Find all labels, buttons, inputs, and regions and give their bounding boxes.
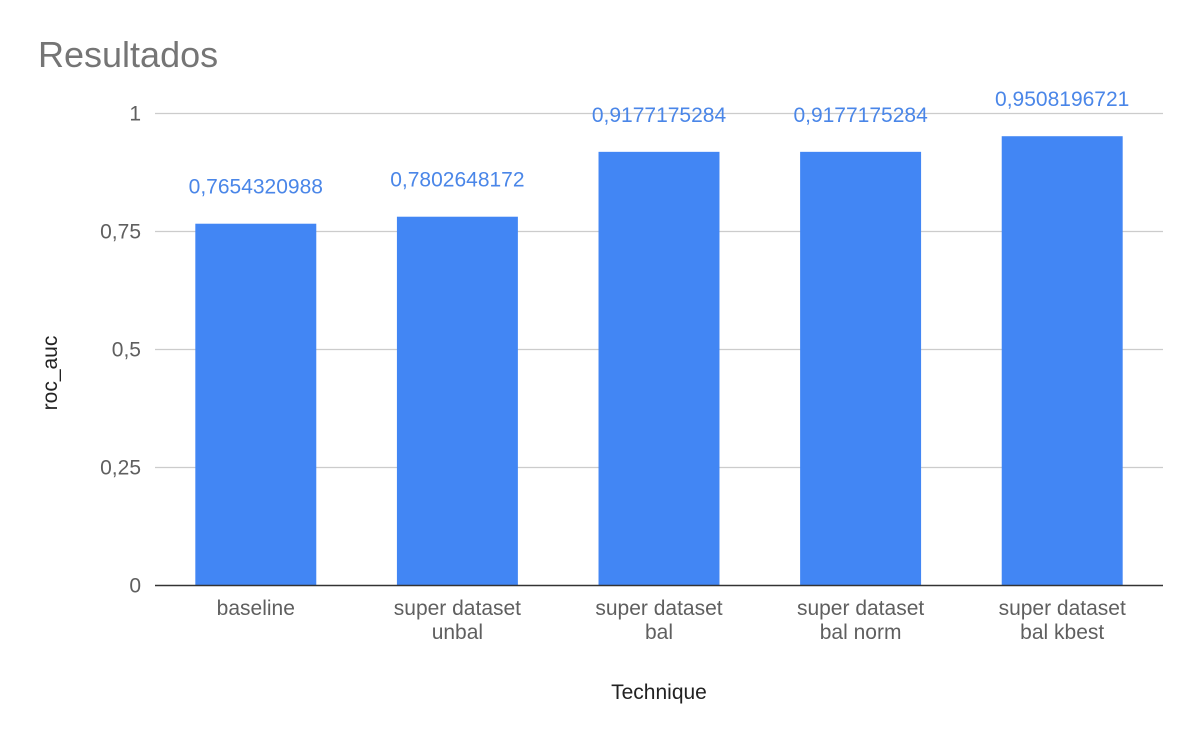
y-axis-title: roc_auc: [39, 336, 62, 411]
bars: [195, 136, 1123, 585]
data-label: 0,7802648172: [390, 169, 524, 192]
x-tick-label: super dataset bal norm: [797, 597, 924, 644]
y-tick-label: 0,25: [100, 457, 141, 480]
bar: [800, 151, 922, 585]
y-tick-labels: 0 0,25 0,5 0,75 1: [100, 103, 141, 598]
data-label: 0,7654320988: [189, 176, 323, 199]
y-tick-label: 0: [129, 575, 141, 598]
x-tick-label: super dataset bal kbest: [999, 597, 1126, 644]
x-tick-label: super dataset bal: [595, 597, 722, 644]
chart-title: Resultados: [38, 34, 219, 75]
data-label: 0,9177175284: [793, 104, 928, 127]
x-axis-title: Technique: [611, 681, 707, 704]
x-tick-labels: baseline super dataset unbal super dataset b…: [217, 597, 1126, 644]
y-tick-label: 0,5: [112, 339, 141, 362]
data-label: 0,9177175284: [592, 104, 727, 127]
y-tick-label: 1: [129, 103, 141, 126]
y-tick-label: 0,75: [100, 221, 141, 244]
x-tick-label: baseline: [217, 597, 295, 620]
x-tick-label: super dataset unbal: [394, 597, 521, 644]
bar: [195, 223, 317, 585]
bar: [1001, 136, 1123, 585]
bar: [396, 216, 518, 585]
data-label: 0,9508196721: [995, 88, 1129, 111]
bar: [598, 151, 720, 585]
data-labels: 0,7654320988 0,7802648172 0,9177175284 0,91…: [189, 88, 1130, 199]
